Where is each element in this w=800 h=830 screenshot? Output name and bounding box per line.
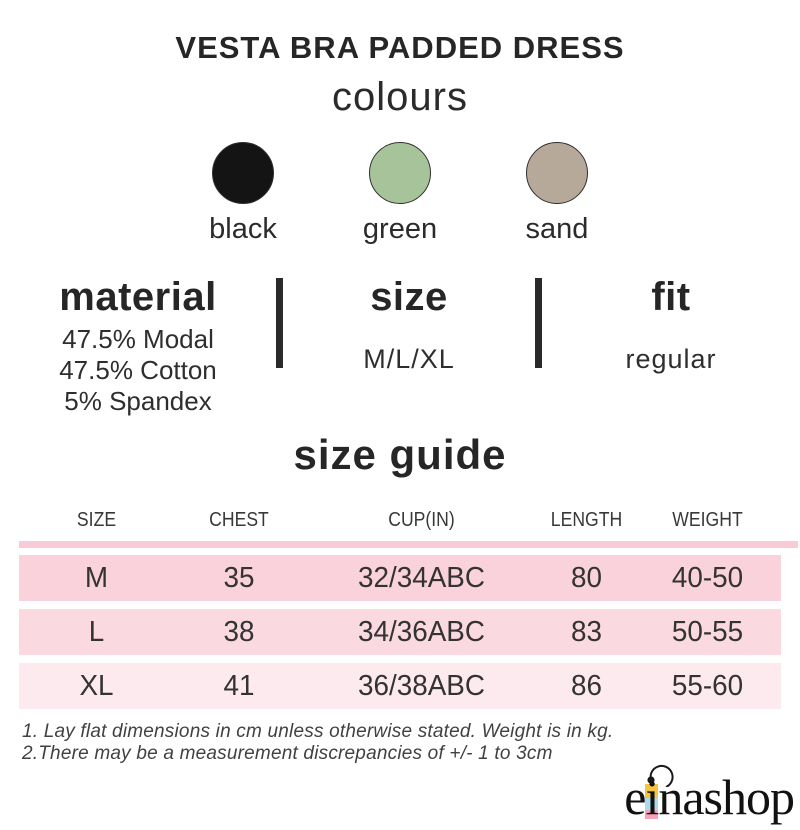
cell-cup: 36/38ABC bbox=[358, 669, 485, 702]
size-guide-table: SIZE CHEST CUP(IN) LENGTH WEIGHT M 35 32… bbox=[19, 509, 798, 709]
material-line: 47.5% Modal bbox=[62, 324, 214, 354]
footnote-1: 1. Lay flat dimensions in cm unless othe… bbox=[22, 721, 614, 742]
cell-chest: 41 bbox=[223, 669, 255, 702]
swatch-sand: sand bbox=[479, 142, 636, 246]
cell-cup: 34/36ABC bbox=[358, 615, 485, 648]
cell-chest: 35 bbox=[223, 561, 255, 594]
colours-heading: colours bbox=[332, 75, 468, 119]
size-guide-header-row: SIZE CHEST CUP(IN) LENGTH WEIGHT bbox=[19, 509, 781, 532]
column-header-size: SIZE bbox=[76, 509, 117, 531]
cell-length: 83 bbox=[571, 615, 602, 648]
green-swatch-circle bbox=[369, 142, 431, 204]
colour-swatch-row: black green sand bbox=[0, 142, 800, 246]
cell-weight: 55-60 bbox=[671, 669, 744, 702]
cell-weight: 40-50 bbox=[671, 561, 744, 594]
sand-swatch-circle bbox=[526, 142, 588, 204]
table-row-l: L 38 34/36ABC 83 50-55 bbox=[19, 609, 781, 655]
table-row-xl: XL 41 36/38ABC 86 55-60 bbox=[19, 663, 781, 709]
column-header-cup: CUP(IN) bbox=[388, 509, 455, 531]
cell-size: L bbox=[88, 615, 105, 648]
vertical-divider bbox=[276, 278, 283, 368]
material-composition: 47.5% Modal 47.5% Cotton 5% Spandex bbox=[59, 324, 217, 417]
header-separator-line bbox=[19, 541, 798, 548]
black-swatch-circle bbox=[212, 142, 274, 204]
table-row-m: M 35 32/34ABC 80 40-50 bbox=[19, 555, 781, 601]
column-header-weight: WEIGHT bbox=[672, 509, 743, 531]
cell-size: M bbox=[84, 561, 109, 594]
logo-curl-icon bbox=[647, 764, 674, 787]
cell-length: 80 bbox=[571, 561, 602, 594]
cell-weight: 50-55 bbox=[671, 615, 744, 648]
size-heading: size bbox=[370, 275, 448, 319]
cell-chest: 38 bbox=[223, 615, 255, 648]
material-heading: material bbox=[59, 275, 217, 319]
yellow-block bbox=[645, 784, 659, 798]
cell-length: 86 bbox=[571, 669, 602, 702]
swatch-label: sand bbox=[525, 213, 589, 245]
footer: 1. Lay flat dimensions in cm unless othe… bbox=[0, 721, 800, 764]
logo-letter-i: i bbox=[645, 769, 659, 825]
material-section: material 47.5% Modal 47.5% Cotton 5% Spa… bbox=[0, 274, 276, 417]
column-header-chest: CHEST bbox=[209, 509, 269, 531]
size-section: size M/L/XL bbox=[283, 274, 535, 417]
fit-value: regular bbox=[625, 344, 717, 374]
cell-cup: 32/34ABC bbox=[358, 561, 485, 594]
size-guide-heading: size guide bbox=[293, 431, 507, 478]
fit-heading: fit bbox=[651, 275, 691, 319]
swatch-label: green bbox=[362, 213, 438, 245]
swatch-green: green bbox=[322, 142, 479, 246]
brand-logo: e inashop bbox=[624, 764, 795, 825]
swatch-black: black bbox=[165, 142, 322, 246]
logo-letter-i-styled: i bbox=[645, 764, 674, 825]
page-title: VESTA BRA PADDED DRESS bbox=[175, 30, 625, 65]
material-line: 47.5% Cotton bbox=[59, 355, 217, 385]
column-header-length: LENGTH bbox=[550, 509, 623, 531]
attributes-section: material 47.5% Modal 47.5% Cotton 5% Spa… bbox=[0, 274, 800, 417]
swatch-label: black bbox=[209, 213, 277, 245]
logo-letters-rest: nashop bbox=[658, 769, 795, 825]
material-line: 5% Spandex bbox=[64, 386, 212, 416]
vertical-divider bbox=[535, 278, 542, 368]
cell-size: XL bbox=[79, 669, 114, 702]
fit-section: fit regular bbox=[542, 274, 800, 417]
footnote-2: 2.There may be a measurement discrepanci… bbox=[22, 742, 553, 764]
size-value: M/L/XL bbox=[363, 344, 455, 374]
